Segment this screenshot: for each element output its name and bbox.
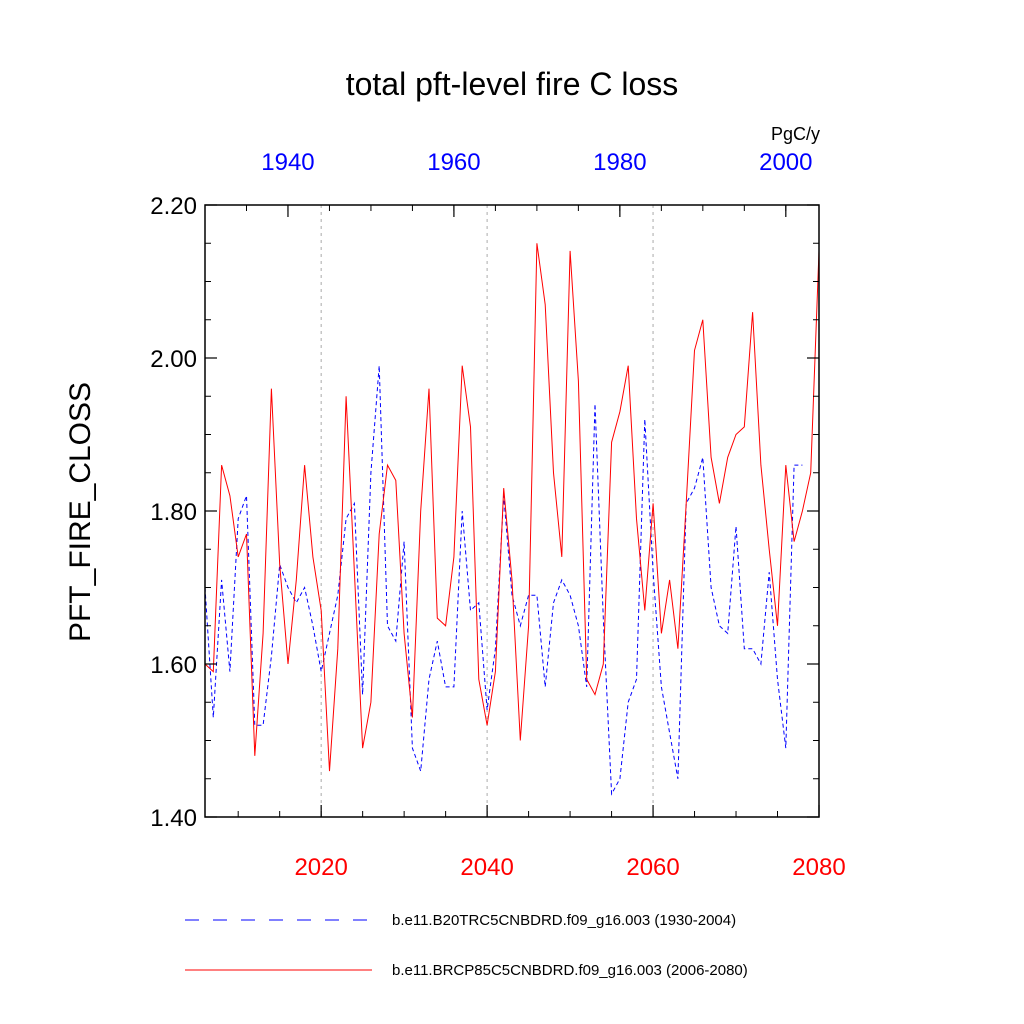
x-top-tick-label: 1980	[593, 149, 646, 176]
chart-title: total pft-level fire C loss	[346, 66, 679, 102]
legend-label-historical: b.e11.B20TRC5CNBDRD.f09_g16.003 (1930-20…	[392, 912, 736, 929]
legend: b.e11.B20TRC5CNBDRD.f09_g16.003 (1930-20…	[185, 912, 748, 979]
y-tick-label: 1.80	[150, 499, 197, 526]
units-label: PgC/y	[771, 124, 820, 144]
y-tick-label: 2.20	[150, 193, 197, 220]
x-top-tick-label: 2000	[759, 149, 812, 176]
series-line-0	[204, 365, 803, 796]
series-line-1	[204, 243, 820, 772]
plot-frame	[204, 204, 820, 818]
x-bottom-tick-label: 2060	[626, 854, 679, 881]
y-tick-label: 1.60	[150, 652, 197, 679]
x-bottom-tick-label: 2020	[294, 854, 347, 881]
series-layer	[204, 243, 820, 796]
y-axis-label: PFT_FIRE_CLOSS	[64, 382, 97, 642]
axes: 1.40 1.60 1.80 2.00 2.20 2020 2040 2060 2080 1940…	[150, 149, 845, 881]
y-tick-label: 2.00	[150, 346, 197, 373]
x-top-tick-label: 1960	[427, 149, 480, 176]
x-bottom-tick-label: 2040	[460, 854, 513, 881]
legend-label-rcp85: b.e11.BRCP85C5CNBDRD.f09_g16.003 (2006-2…	[392, 962, 748, 979]
y-tick-label: 1.40	[150, 805, 197, 832]
x-bottom-tick-label: 2080	[792, 854, 845, 881]
x-top-tick-label: 1940	[261, 149, 314, 176]
